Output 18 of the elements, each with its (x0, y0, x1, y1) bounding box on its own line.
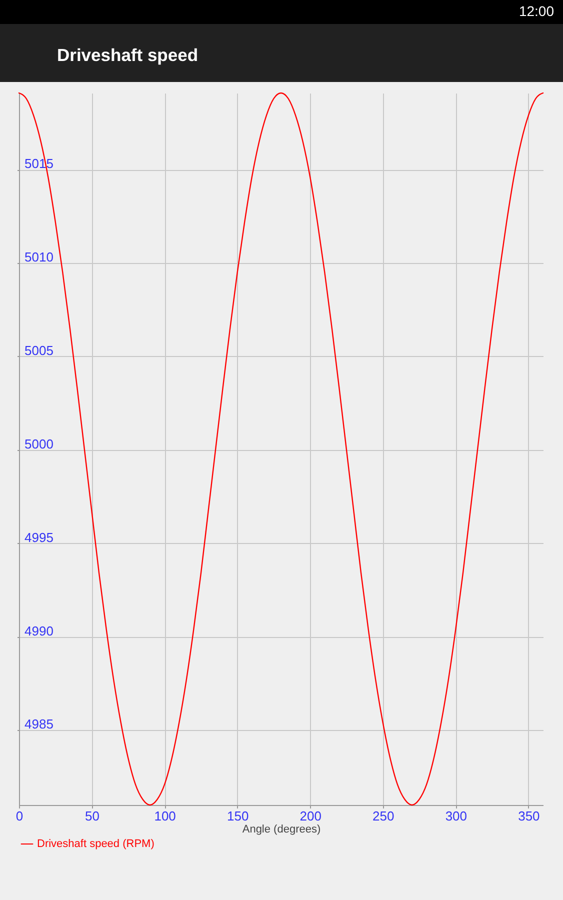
x-tick-label: 200 (300, 808, 322, 824)
x-tick-label: 0 (16, 808, 24, 824)
y-tick-label: 4985 (24, 716, 54, 732)
y-tick-label: 4995 (24, 530, 54, 545)
x-tick-label: 50 (85, 808, 100, 824)
chart-title: Driveshaft speed (57, 45, 198, 65)
y-tick-label: 4990 (24, 623, 54, 638)
x-tick-label: 300 (445, 808, 468, 824)
y-tick-label: 5010 (24, 250, 54, 265)
x-tick-label: 100 (154, 808, 176, 824)
text: 12:00 (518, 3, 554, 19)
y-tick-label: 5000 (24, 436, 54, 452)
y-tick-label: 5005 (24, 342, 54, 358)
x-tick-label: 150 (226, 808, 249, 824)
x-axis-title: Angle (degrees) (242, 824, 321, 836)
x-tick-label: 250 (372, 808, 394, 824)
x-tick-label: 350 (518, 808, 540, 824)
legend-label: Driveshaft speed (RPM) (37, 838, 154, 850)
